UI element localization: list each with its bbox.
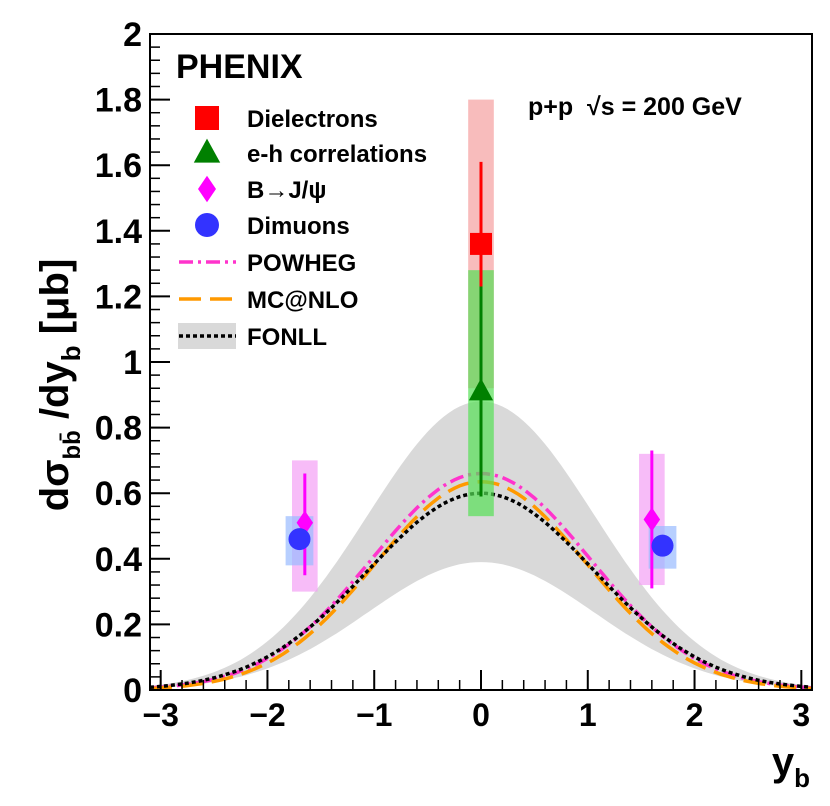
legend-dielectrons-label: Dielectrons — [247, 106, 378, 133]
y-axis-title: dσbb̄ /dyb [μb] — [33, 259, 86, 512]
y-tick-label: 1.8 — [95, 82, 142, 120]
b-j-marker — [643, 507, 661, 532]
y-tick-label: 0.4 — [95, 541, 142, 579]
y-axis-dsigma: dσ — [33, 460, 77, 512]
x-axis-subscript: b — [794, 763, 810, 793]
data-points-layer — [285, 99, 677, 592]
y-axis-unit: [μb] — [33, 259, 77, 346]
legend-b-j-icon — [198, 175, 216, 203]
dimuons-marker — [651, 534, 674, 557]
legend-dimuons-label: Dimuons — [247, 213, 350, 240]
x-axis-symbol: y — [772, 740, 795, 784]
y-tick-label: 0.8 — [95, 410, 142, 448]
dielectrons-marker — [470, 232, 492, 255]
legend-e-h-correlations-icon — [193, 138, 221, 163]
fonll-uncertainty-band — [150, 401, 812, 689]
y-axis-dy: /dy — [33, 361, 77, 431]
legend: Dielectrons e-h correlations B→J/ψ Dimuons P… — [178, 106, 427, 351]
y-tick-label: 0.6 — [95, 475, 142, 513]
y-axis-b-subscript: b — [56, 345, 86, 361]
x-tick-label: 1 — [579, 697, 597, 733]
axis-ticks: −3 −2 −1 0 1 2 3 0 0.2 0.4 0.6 0.8 1 1.2 1.4 1.6 1.8 2 — [95, 16, 810, 733]
y-tick-label: 1.2 — [95, 278, 142, 316]
condition-label: p+p √s = 200 GeV — [528, 93, 742, 121]
legend-mc-nlo-label: MC@NLO — [247, 287, 358, 314]
dimuons-marker — [288, 528, 311, 551]
x-tick-label: 0 — [472, 697, 490, 733]
x-tick-label: 3 — [792, 697, 810, 733]
x-tick-label: −1 — [356, 697, 392, 733]
legend-fonll-label: FONLL — [247, 324, 327, 351]
legend-powheg-label: POWHEG — [247, 250, 356, 277]
x-tick-label: −2 — [249, 697, 285, 733]
y-tick-label: 2 — [123, 16, 142, 54]
y-tick-label: 1.4 — [95, 213, 142, 251]
y-tick-label: 1 — [123, 344, 142, 382]
legend-dielectrons-icon — [195, 106, 219, 130]
fonll-band-layer — [150, 401, 812, 689]
legend-b-j-label: B→J/ψ — [247, 177, 326, 204]
legend-dimuons-icon — [195, 213, 219, 237]
e-h-correlations-marker — [468, 378, 494, 401]
y-tick-label: 1.6 — [95, 147, 142, 185]
x-axis-title: yb — [772, 740, 810, 793]
y-tick-label: 0.2 — [95, 606, 142, 644]
experiment-label: PHENIX — [176, 48, 303, 86]
legend-e-h-correlations-label: e-h correlations — [247, 141, 427, 168]
x-tick-label: −3 — [142, 697, 178, 733]
x-tick-label: 2 — [686, 697, 704, 733]
y-tick-label: 0 — [123, 672, 142, 710]
y-axis-bb-subscript: bb̄ — [59, 430, 86, 459]
b-j-marker — [296, 510, 314, 535]
